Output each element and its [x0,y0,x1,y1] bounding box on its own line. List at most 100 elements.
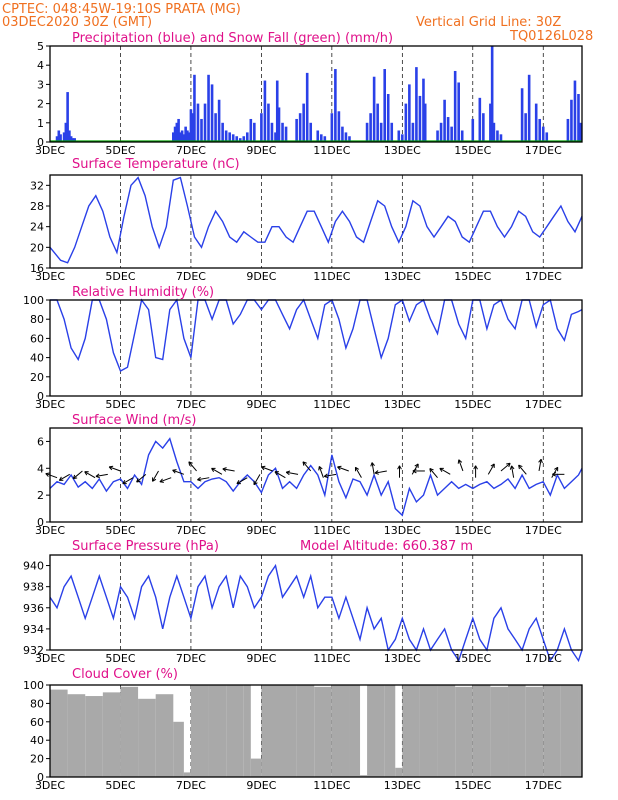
cloud-cover-bar [367,685,385,777]
y-tick-label: 100 [23,679,44,692]
precip-bar [545,132,549,142]
precip-bar [69,136,73,142]
cloud-cover-bar [243,685,251,777]
precip-bar [180,130,184,142]
wind-arrow-head [337,465,342,468]
precip-bar [281,122,284,142]
cloud-cover-bar [455,686,473,777]
wind-arrow-head [253,482,258,486]
x-tick-label: 11DEC [313,524,350,537]
cloud-cover-bar [578,685,582,777]
x-tick-label: 11DEC [313,270,350,283]
wind-arrow-head [473,465,477,470]
precip-bar [228,132,231,142]
precip-bar [573,80,577,142]
cloud-cover-bar [419,685,438,777]
precip-bar [263,80,267,142]
precip-bar [422,78,425,142]
cloud-cover-bar [543,685,561,777]
precip-bar [284,126,288,142]
cloud-cover-bar [120,686,139,777]
y-tick-label: 2 [37,98,44,111]
wind-arrow [197,477,210,481]
x-tick-label: 15DEC [454,652,491,665]
panel-title: Surface Temperature (nC) [72,157,240,172]
precip-bar [439,122,443,142]
x-tick-label: 13DEC [384,524,421,537]
wind-arrow-head [506,462,511,465]
y-tick-label: 1 [37,117,44,130]
cloud-cover-bar [183,772,191,777]
panel-title: Precipitation (blue) and Snow Fall (gree… [72,31,393,46]
wind-arrow-head [45,472,50,475]
precip-bar [214,113,217,142]
x-tick-label: 11DEC [313,144,350,157]
y-tick-label: 6 [37,435,44,448]
wind-arrow [136,473,147,483]
cloud-cover-bar [384,685,396,777]
x-tick-label: 17DEC [525,779,562,792]
wind-arrow-head [261,465,266,468]
y-tick-label: 0 [37,771,44,784]
x-tick-label: 17DEC [525,144,562,157]
precip-bar [235,136,239,142]
precip-bar [316,130,320,142]
wind-arrow-head [458,459,463,463]
x-tick-label: 9DEC [246,270,276,283]
y-tick-label: 0 [37,516,44,529]
y-tick-label: 938 [23,581,44,594]
x-tick-label: 3DEC [35,144,65,157]
panel-2: Surface Temperature (nC) 16 20 24 28 32 3DEC 5D… [30,157,583,283]
cloud-cover-bar [67,694,86,777]
panel-frame [49,427,583,523]
wind-arrow-head [509,465,513,470]
cloud-cover-bar [190,685,209,777]
wind-arrow-head [412,470,417,474]
wind-arrow-head [84,471,88,476]
x-tick-label: 3DEC [35,398,65,411]
precip-bar [492,122,496,142]
x-tick-label: 11DEC [313,398,350,411]
precip-bar [245,132,249,142]
precip-bar [57,130,61,142]
x-tick-label: 5DEC [105,144,135,157]
precip-bar [408,84,411,142]
precip-bar [457,82,460,142]
y-tick-label: 60 [30,332,44,345]
wind-arrow-head [222,468,227,472]
wind-arrow [439,467,451,475]
precip-bar [73,138,76,142]
y-tick-label: 80 [30,697,44,710]
x-tick-label: 5DEC [105,779,135,792]
wind-arrow-head [399,465,402,470]
series-line [50,298,583,372]
x-tick-label: 15DEC [454,524,491,537]
x-tick-label: 7DEC [176,398,206,411]
wind-arrow [211,467,223,475]
y-tick-label: 40 [30,734,44,747]
y-tick-label: 100 [23,294,44,307]
precip-bar [277,107,281,142]
series-line [49,563,583,663]
x-tick-label: 9DEC [246,524,276,537]
y-tick-label: 4 [37,462,44,475]
series-line [49,437,583,517]
panel-frame [49,554,583,651]
x-tick-label: 13DEC [384,270,421,283]
cloud-cover-bar [349,685,361,777]
x-tick-label: 3DEC [35,270,65,283]
wind-arrow [355,467,362,478]
precip-bar [187,132,191,142]
wind-arrow-head [152,478,157,482]
wind-arrow-head [518,464,523,468]
precip-bar [189,109,193,142]
wind-arrow-head [109,465,114,468]
wind-arrow [458,459,464,472]
y-tick-label: 32 [30,179,44,192]
x-tick-label: 7DEC [176,144,206,157]
precip-bar [260,113,263,142]
panel-1: Precipitation (blue) and Snow Fall (gree… [35,31,583,157]
precip-bar [68,130,71,142]
wind-arrow-head [302,461,307,464]
y-tick-label: 934 [23,623,44,636]
